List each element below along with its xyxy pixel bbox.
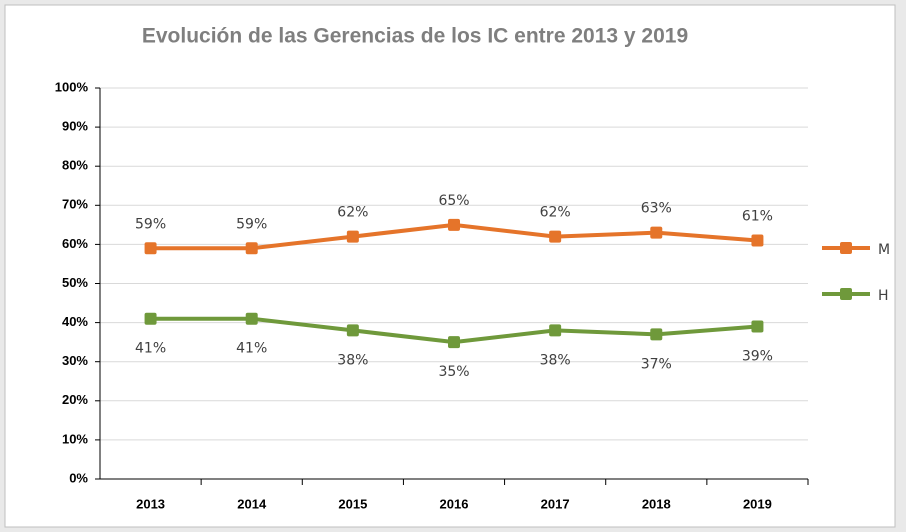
y-tick-label: 90% <box>62 119 88 134</box>
data-point <box>549 324 562 337</box>
y-tick-label: 20% <box>62 392 88 407</box>
data-label: 38% <box>337 352 368 368</box>
data-label: 65% <box>438 193 469 209</box>
x-tick-label: 2018 <box>642 496 671 511</box>
legend-label: H <box>878 288 889 304</box>
data-point <box>448 218 460 231</box>
data-label: 41% <box>236 341 267 357</box>
chart-title: Evolución de las Gerencias de los IC ent… <box>142 25 688 48</box>
x-tick-label: 2015 <box>338 496 367 511</box>
data-point <box>549 230 562 243</box>
data-label: 37% <box>641 356 672 372</box>
x-tick-label: 2013 <box>136 496 165 511</box>
data-point <box>346 230 359 243</box>
data-point <box>751 320 764 333</box>
x-tick-label: 2017 <box>541 496 570 511</box>
data-label: 39% <box>742 349 773 365</box>
y-tick-label: 0% <box>69 470 88 485</box>
y-tick-label: 100% <box>55 79 89 94</box>
chart-background <box>4 4 896 528</box>
y-tick-label: 40% <box>62 314 88 329</box>
data-label: 35% <box>438 364 469 380</box>
data-label: 62% <box>540 205 571 221</box>
y-tick-label: 50% <box>62 275 88 290</box>
y-tick-label: 10% <box>62 431 88 446</box>
data-label: 59% <box>236 216 267 232</box>
y-tick-label: 30% <box>62 353 88 368</box>
data-label: 38% <box>540 352 571 368</box>
legend-marker <box>840 288 852 300</box>
x-tick-label: 2014 <box>237 496 267 511</box>
x-tick-label: 2019 <box>743 496 772 511</box>
data-label: 62% <box>337 205 368 221</box>
y-tick-label: 60% <box>62 236 88 251</box>
data-label: 63% <box>641 201 672 217</box>
data-point <box>751 234 764 247</box>
data-point <box>144 312 157 325</box>
data-point <box>245 242 258 255</box>
data-point <box>448 336 460 349</box>
y-tick-label: 70% <box>62 197 88 212</box>
data-label: 59% <box>135 216 166 232</box>
data-label: 41% <box>135 341 166 357</box>
data-point <box>650 226 663 239</box>
legend-marker <box>840 242 852 254</box>
legend-label: M <box>878 242 890 258</box>
data-point <box>650 328 663 341</box>
data-label: 61% <box>742 208 773 224</box>
x-tick-label: 2016 <box>440 496 469 511</box>
data-point <box>144 242 157 255</box>
data-point <box>245 312 258 325</box>
y-tick-label: 80% <box>62 158 88 173</box>
data-point <box>346 324 359 337</box>
